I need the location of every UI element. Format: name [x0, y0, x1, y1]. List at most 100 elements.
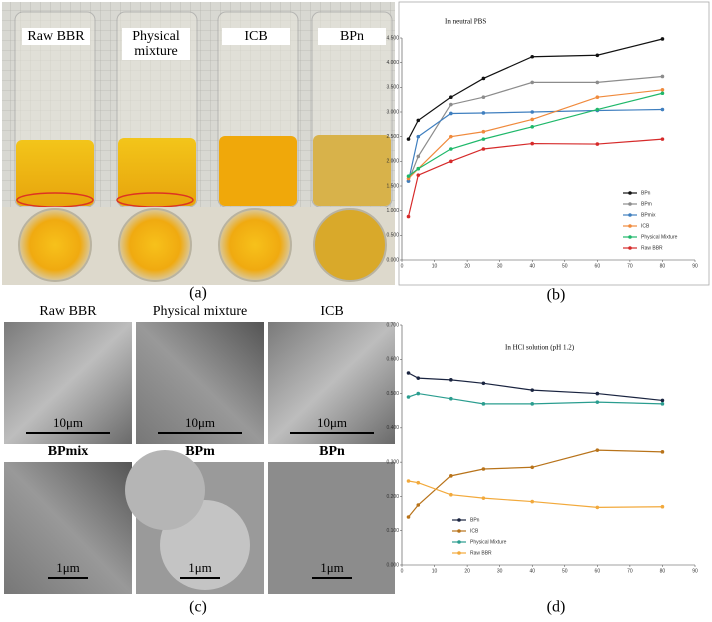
y-tick-label: 3.500 — [386, 85, 399, 91]
x-tick-label: 30 — [497, 568, 503, 574]
data-point — [595, 142, 600, 146]
scale-label: 10μm — [317, 415, 347, 430]
y-tick-label: 0.000 — [386, 257, 399, 263]
x-tick-label: 10 — [432, 263, 438, 269]
scale-label: 10μm — [185, 415, 215, 430]
data-point — [406, 174, 411, 178]
x-tick-label: 20 — [464, 263, 470, 269]
data-point — [449, 147, 453, 151]
sem-title: BPn — [319, 444, 345, 459]
x-tick-label: 50 — [562, 568, 568, 574]
data-point — [449, 95, 453, 99]
y-tick-label: 0.600 — [386, 357, 399, 363]
data-point — [481, 111, 486, 115]
legend-marker — [628, 202, 632, 206]
legend-marker — [457, 529, 461, 533]
data-point — [449, 134, 453, 139]
x-tick-label: 80 — [660, 568, 666, 574]
legend-marker — [628, 224, 632, 228]
vial-label: Physical mixture — [122, 28, 190, 60]
data-point — [481, 129, 486, 134]
legend-label: BPm — [641, 201, 652, 207]
y-tick-label: 1.000 — [386, 208, 399, 214]
x-tick-label: 40 — [529, 568, 535, 574]
data-point — [595, 391, 600, 396]
data-point — [660, 450, 665, 454]
vial-label: BPn — [318, 28, 386, 45]
scale-label: 1μm — [188, 560, 212, 575]
data-point — [530, 465, 535, 470]
sem-images — [4, 322, 395, 594]
data-point — [406, 371, 411, 375]
data-point — [595, 448, 600, 452]
data-point — [449, 159, 453, 164]
series-line — [407, 75, 663, 182]
data-point — [406, 137, 411, 141]
data-point — [660, 74, 665, 79]
x-tick-label: 40 — [529, 263, 535, 269]
vial-photo — [2, 2, 395, 285]
data-point — [406, 179, 411, 183]
data-point — [481, 95, 486, 99]
y-tick-label: 2.500 — [386, 134, 399, 140]
vial-label: ICB — [222, 28, 290, 45]
series-line — [408, 372, 663, 402]
series-line — [407, 38, 663, 140]
data-point — [481, 467, 486, 471]
data-point — [481, 147, 486, 151]
scale-label: 1μm — [56, 560, 80, 575]
data-point — [595, 505, 600, 510]
data-point — [416, 391, 421, 396]
series-line — [407, 138, 663, 217]
x-tick-label: 60 — [595, 568, 601, 574]
scale-label: 1μm — [320, 560, 344, 575]
y-tick-label: 2.000 — [386, 159, 399, 165]
x-tick-label: 0 — [401, 263, 404, 269]
data-point — [449, 102, 453, 107]
legend-label: BPn — [641, 190, 651, 196]
x-tick-label: 20 — [464, 568, 470, 574]
data-point — [406, 515, 411, 519]
data-point — [660, 402, 665, 406]
data-point — [416, 376, 421, 380]
y-tick-label: 0.300 — [386, 459, 399, 465]
data-point — [416, 173, 421, 177]
legend-label: Raw BBR — [641, 245, 663, 251]
legend-label: Raw BBR — [470, 550, 492, 556]
y-tick-label: 0.100 — [386, 528, 399, 534]
legend-label: ICB — [641, 223, 650, 229]
panel-label: (c) — [189, 599, 207, 616]
y-tick-label: 0.000 — [386, 562, 399, 568]
legend-label: BPmix — [641, 212, 656, 218]
panel-label: (a) — [189, 285, 207, 302]
y-tick-label: 3.000 — [386, 109, 399, 115]
y-tick-label: 0.200 — [386, 494, 399, 500]
x-tick-label: 0 — [401, 568, 404, 574]
y-tick-label: 0.700 — [386, 322, 399, 328]
series-line — [408, 392, 663, 405]
x-tick-label: 30 — [497, 263, 503, 269]
data-point — [449, 474, 453, 478]
data-point — [595, 80, 600, 85]
chart-title: In neutral PBS — [445, 18, 486, 26]
panel-label: (b) — [547, 287, 566, 304]
data-point — [481, 496, 486, 500]
data-point — [530, 80, 535, 85]
x-tick-label: 70 — [627, 568, 633, 574]
x-tick-label: 90 — [692, 263, 698, 269]
data-point — [481, 381, 486, 386]
legend-label: Physical Mixture — [641, 234, 678, 240]
vial-label: Raw BBR — [22, 28, 90, 45]
legend-marker — [628, 213, 632, 217]
y-tick-label: 4.000 — [386, 60, 399, 66]
data-point — [406, 176, 411, 181]
series-line — [407, 108, 663, 182]
data-point — [449, 396, 453, 401]
data-point — [530, 110, 535, 114]
sem-title: BPm — [185, 444, 215, 459]
x-tick-label: 70 — [627, 263, 633, 269]
data-point — [660, 137, 665, 141]
y-tick-label: 0.500 — [386, 233, 399, 239]
legend-marker — [628, 235, 632, 239]
